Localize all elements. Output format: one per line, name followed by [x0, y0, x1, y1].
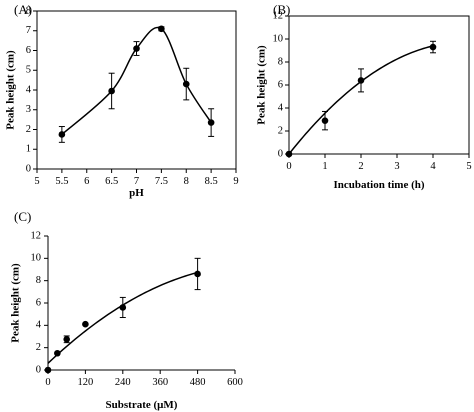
- x-tick-label: 7: [134, 176, 139, 187]
- chart-panel-c: (C) 0 120 240 360 480 600 0 2 4 6 8 10 12 Substrate (μ…: [10, 209, 243, 411]
- x-tick-label: 0: [45, 377, 50, 388]
- data-point: [207, 119, 215, 126]
- x-tick-label: 240: [115, 377, 131, 388]
- x-tick-label: 8.5: [205, 176, 218, 187]
- x-tick-label: 600: [227, 377, 243, 388]
- y-axis-label: Peak height (cm): [256, 45, 268, 125]
- data-point: [429, 43, 437, 51]
- data-point: [54, 349, 61, 357]
- x-tick-label: 2: [358, 161, 363, 172]
- fit-curve-a: [61, 26, 212, 136]
- y-tick-label: 2: [36, 342, 41, 353]
- y-tick-label: 8: [278, 56, 283, 67]
- x-tick-label: 3: [394, 161, 399, 172]
- x-axis-label: pH: [129, 187, 144, 199]
- y-tick-label: 6: [26, 45, 31, 56]
- data-point: [158, 25, 165, 33]
- x-tick-label: 5: [466, 161, 471, 172]
- y-tick-label: 1: [26, 144, 31, 155]
- y-tick-label: 0: [278, 148, 283, 159]
- x-tick-label: 4: [430, 161, 436, 172]
- x-tick-label: 8: [184, 176, 189, 187]
- x-tick-label: 0: [286, 161, 291, 172]
- y-axis-label: Peak height (cm): [10, 263, 22, 343]
- y-tick-label: 0: [26, 163, 31, 174]
- x-tick-label: 6.5: [105, 176, 118, 187]
- x-tick-label: 480: [190, 377, 206, 388]
- data-point: [133, 45, 140, 52]
- data-point: [119, 304, 127, 311]
- chart-panel-a: (A) 5 5.5 6 6.5 7 7.5 8 8.5 9 0 1 2 3 4 5 6 7 8 pH Peak heig…: [5, 2, 239, 199]
- fit-curve-b: [288, 45, 434, 155]
- data-point: [58, 131, 66, 138]
- y-tick-label: 8: [26, 5, 31, 16]
- data-point: [82, 320, 89, 328]
- data-point: [285, 150, 293, 158]
- data-point: [182, 80, 190, 88]
- y-tick-label: 12: [31, 230, 42, 241]
- y-tick-label: 3: [26, 104, 31, 115]
- x-tick-label: 120: [78, 377, 94, 388]
- y-tick-label: 10: [273, 33, 284, 44]
- y-tick-label: 7: [26, 25, 31, 36]
- y-tick-label: 4: [26, 84, 32, 95]
- y-tick-label: 6: [278, 79, 283, 90]
- plot-frame-a: [36, 10, 237, 170]
- panel-label-a: (A): [14, 2, 32, 17]
- y-tick-label: 0: [36, 364, 41, 375]
- data-point: [194, 270, 201, 278]
- data-point: [357, 77, 365, 84]
- x-axis-label: Substrate (μM): [106, 399, 178, 411]
- x-tick-label: 9: [233, 176, 238, 187]
- x-tick-label: 5: [34, 176, 39, 187]
- x-tick-label: 1: [322, 161, 327, 172]
- y-tick-label: 12: [273, 10, 284, 21]
- plot-frame-b: [288, 15, 470, 155]
- y-tick-label: 2: [26, 124, 31, 135]
- data-point: [44, 366, 52, 374]
- data-point: [63, 335, 70, 343]
- data-point: [108, 87, 115, 95]
- y-tick-label: 5: [26, 65, 31, 76]
- y-axis-label: Peak height (cm): [5, 50, 17, 130]
- y-tick-label: 6: [36, 297, 41, 308]
- x-axis-label: Incubation time (h): [333, 179, 424, 191]
- y-tick-label: 10: [31, 253, 42, 264]
- y-tick-label: 2: [278, 125, 283, 136]
- data-point: [321, 117, 329, 124]
- panel-label-b: (B): [273, 2, 290, 17]
- x-tick-label: 5.5: [55, 176, 68, 187]
- x-tick-label: 7.5: [155, 176, 168, 187]
- y-tick-label: 4: [36, 320, 42, 331]
- panel-label-c: (C): [14, 209, 31, 224]
- x-tick-label: 360: [152, 377, 168, 388]
- x-tick-label: 6: [84, 176, 89, 187]
- y-tick-label: 4: [278, 102, 284, 113]
- y-tick-label: 8: [36, 275, 41, 286]
